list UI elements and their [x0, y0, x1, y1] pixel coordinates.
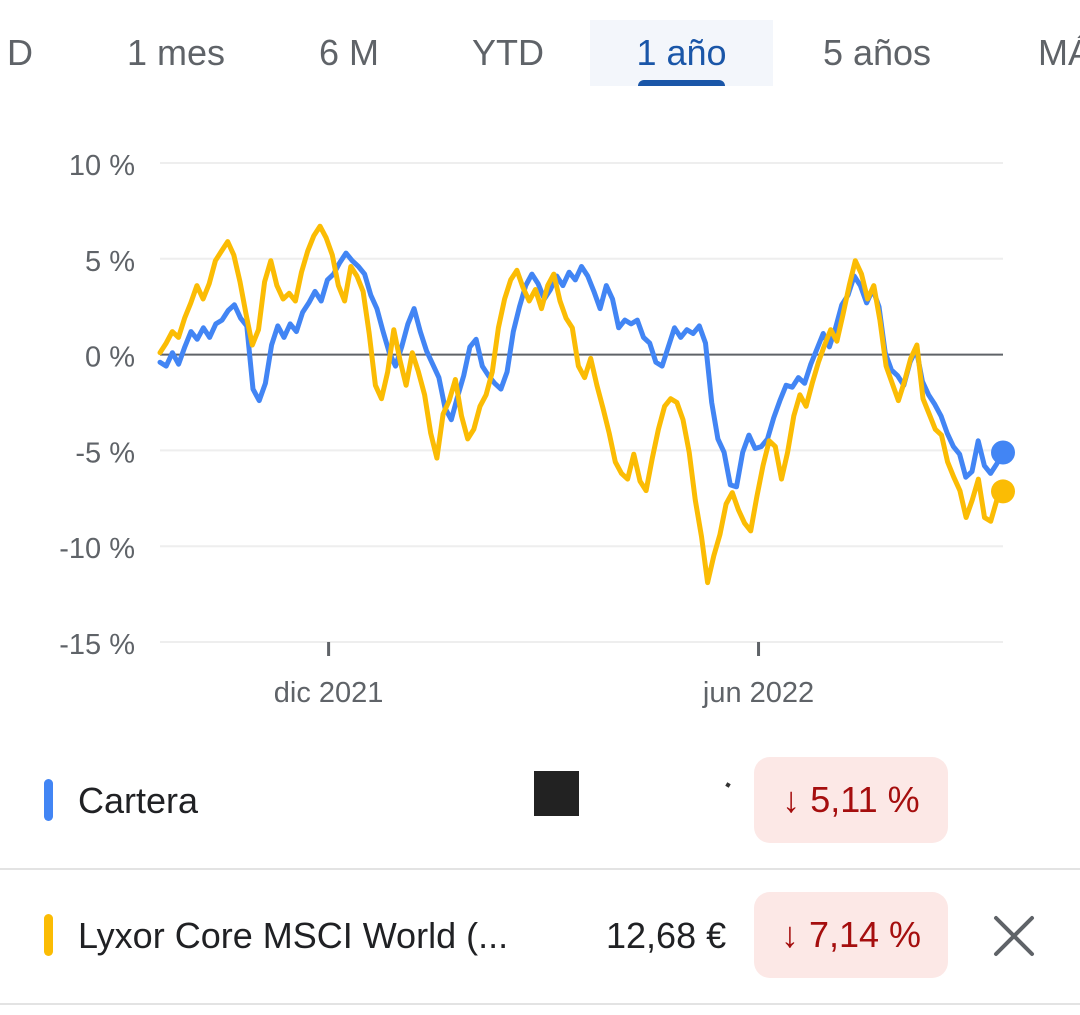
- benchmark-price: 12,68 €: [606, 915, 727, 956]
- y-tick-label: -10 %: [59, 533, 135, 565]
- redaction-square: [534, 771, 579, 816]
- performance-chart: 10 % 5 % 0 % -5 % -10 % -15 % dic 2021 jun 2022: [59, 150, 1015, 709]
- x-tick-label: dic 2021: [274, 677, 384, 709]
- tab-6-months[interactable]: 6 M: [318, 32, 379, 73]
- y-tick-label: 5 %: [85, 246, 135, 278]
- cartera-label: Cartera: [78, 780, 199, 821]
- tab-1-day[interactable]: D: [7, 32, 33, 73]
- range-tabs: D 1 mes 6 M YTD 1 año 5 años MÁ: [0, 0, 1080, 100]
- tab-1-year[interactable]: 1 año: [590, 20, 773, 86]
- series-end-dot-1: [991, 479, 1015, 504]
- tab-max[interactable]: MÁ: [1038, 32, 1080, 73]
- y-tick-label: 10 %: [69, 150, 135, 182]
- close-icon[interactable]: [992, 914, 1036, 958]
- tab-5-years[interactable]: 5 años: [822, 32, 932, 73]
- active-tab-indicator: [638, 80, 725, 86]
- tab-ytd[interactable]: YTD: [472, 32, 544, 73]
- tab-1-month[interactable]: 1 mes: [126, 32, 226, 73]
- benchmark-change-badge: ↓ 7,14 %: [754, 892, 948, 978]
- row-divider-bottom: [0, 1003, 1080, 1005]
- row-divider: [0, 868, 1080, 870]
- x-tick-label: jun 2022: [702, 677, 814, 709]
- y-tick-label: 0 %: [85, 342, 135, 374]
- cartera-change-badge: ↓ 5,11 %: [754, 757, 948, 843]
- cartera-color-swatch: [44, 779, 53, 821]
- series-line-1: [157, 223, 1006, 586]
- benchmark-label: Lyxor Core MSCI World (...: [78, 915, 509, 956]
- series-end-dot-0: [991, 440, 1015, 465]
- y-tick-label: -5 %: [75, 437, 135, 469]
- benchmark-color-swatch: [44, 914, 53, 956]
- series-line-0: [157, 250, 1006, 490]
- y-tick-label: -15 %: [59, 629, 135, 661]
- stray-mark: [725, 782, 731, 788]
- tab-1-year-label: 1 año: [636, 32, 727, 73]
